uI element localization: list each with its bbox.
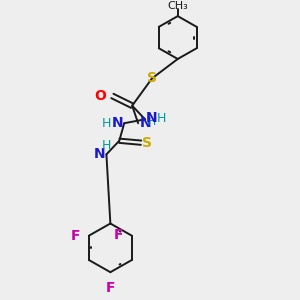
Text: O: O bbox=[94, 89, 106, 103]
Text: F: F bbox=[106, 281, 115, 295]
Text: N: N bbox=[94, 147, 105, 161]
Text: H: H bbox=[102, 117, 111, 130]
Text: S: S bbox=[142, 136, 152, 150]
Text: F: F bbox=[113, 228, 123, 242]
Text: N: N bbox=[140, 116, 152, 130]
Text: H: H bbox=[102, 139, 111, 152]
Text: H: H bbox=[157, 112, 166, 125]
Text: N: N bbox=[112, 116, 123, 130]
Text: F: F bbox=[70, 229, 80, 243]
Text: CH₃: CH₃ bbox=[167, 2, 188, 11]
Text: H: H bbox=[146, 115, 156, 128]
Text: S: S bbox=[147, 71, 157, 85]
Text: N: N bbox=[146, 111, 158, 125]
